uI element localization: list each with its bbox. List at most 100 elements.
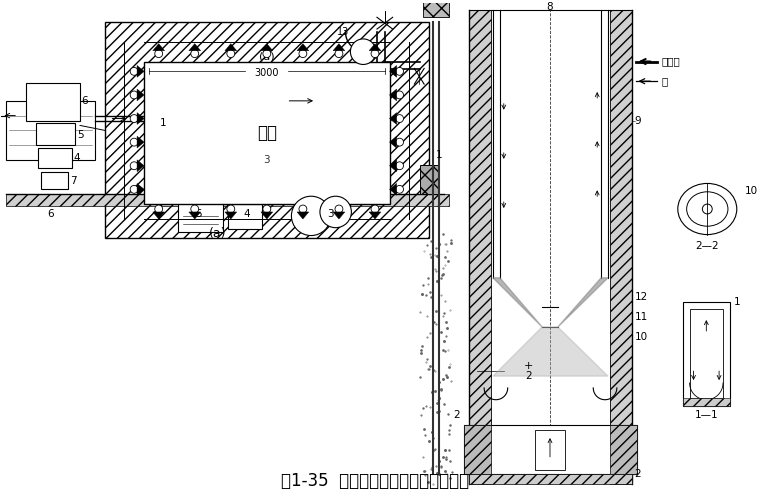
Text: 2: 2 [635, 469, 641, 480]
Bar [535, 430, 565, 469]
Polygon shape [297, 212, 309, 219]
Circle shape [396, 185, 404, 193]
Circle shape [396, 114, 404, 122]
Circle shape [263, 50, 271, 58]
Bar [36, 123, 75, 145]
Circle shape [226, 205, 235, 213]
Circle shape [191, 205, 198, 213]
Circle shape [350, 39, 376, 65]
Text: 2: 2 [525, 371, 532, 381]
Polygon shape [188, 44, 201, 51]
Circle shape [702, 204, 712, 214]
Circle shape [396, 91, 404, 99]
Text: 8: 8 [546, 2, 553, 12]
Circle shape [226, 50, 235, 58]
Text: 2: 2 [454, 411, 461, 421]
Bar [470, 10, 491, 484]
Polygon shape [137, 89, 144, 101]
Bar [464, 425, 637, 474]
Bar [179, 202, 223, 232]
Polygon shape [225, 212, 236, 219]
Circle shape [396, 138, 404, 146]
Bar [41, 172, 68, 189]
Circle shape [130, 114, 138, 122]
Circle shape [130, 138, 138, 146]
Text: (a): (a) [259, 52, 274, 62]
Circle shape [396, 162, 404, 170]
Circle shape [396, 68, 404, 75]
Text: 6: 6 [81, 96, 88, 106]
Text: 11: 11 [635, 312, 648, 322]
Bar [610, 10, 632, 484]
Bar [682, 398, 730, 406]
Bar [610, 425, 637, 474]
Text: 1: 1 [435, 150, 442, 160]
Circle shape [335, 50, 343, 58]
Circle shape [335, 205, 343, 213]
Circle shape [130, 91, 138, 99]
Text: 1: 1 [160, 118, 167, 128]
Polygon shape [390, 136, 397, 148]
Polygon shape [390, 160, 397, 172]
Polygon shape [188, 212, 201, 219]
Bar [144, 62, 390, 204]
Circle shape [263, 205, 271, 213]
Polygon shape [261, 212, 273, 219]
Circle shape [155, 205, 163, 213]
Text: 10: 10 [635, 332, 648, 342]
Bar [689, 309, 723, 398]
Circle shape [191, 50, 198, 58]
Polygon shape [558, 278, 608, 327]
Bar [38, 148, 72, 168]
Text: 高压水: 高压水 [661, 57, 680, 67]
Polygon shape [333, 212, 345, 219]
Circle shape [371, 205, 379, 213]
Text: 4: 4 [244, 209, 251, 219]
Bar [420, 165, 438, 194]
Polygon shape [225, 44, 236, 51]
Text: 12: 12 [635, 292, 648, 303]
Polygon shape [137, 160, 144, 172]
Text: 3000: 3000 [255, 69, 279, 78]
Bar [105, 22, 429, 239]
Circle shape [130, 162, 138, 170]
Text: 基坑: 基坑 [257, 124, 277, 142]
Text: 10: 10 [745, 186, 758, 196]
Bar [227, 204, 262, 229]
Ellipse shape [678, 183, 736, 235]
Polygon shape [137, 136, 144, 148]
Polygon shape [390, 66, 397, 77]
Text: (a): (a) [209, 227, 226, 240]
Circle shape [371, 50, 379, 58]
Bar [6, 101, 95, 160]
Text: 7: 7 [70, 176, 77, 186]
Polygon shape [333, 44, 345, 51]
Circle shape [299, 50, 307, 58]
Polygon shape [390, 183, 397, 195]
Polygon shape [137, 66, 144, 77]
Bar [470, 474, 632, 484]
Circle shape [155, 50, 163, 58]
Polygon shape [390, 89, 397, 101]
Polygon shape [153, 44, 165, 51]
Polygon shape [137, 183, 144, 195]
Text: 5: 5 [77, 130, 84, 141]
Polygon shape [390, 113, 397, 124]
Bar [423, 0, 448, 17]
Circle shape [291, 196, 331, 236]
Circle shape [130, 68, 138, 75]
Bar [6, 194, 448, 206]
Polygon shape [369, 212, 381, 219]
Text: 3: 3 [264, 155, 270, 165]
Bar [464, 425, 491, 474]
Bar [682, 302, 730, 406]
Polygon shape [493, 278, 542, 327]
Polygon shape [297, 44, 309, 51]
Bar [26, 83, 80, 120]
Text: +: + [524, 361, 533, 371]
Text: 水: 水 [661, 76, 667, 86]
Text: 1—1: 1—1 [695, 411, 718, 421]
Polygon shape [261, 44, 273, 51]
Text: 4: 4 [74, 153, 81, 163]
Text: 5: 5 [195, 209, 201, 219]
